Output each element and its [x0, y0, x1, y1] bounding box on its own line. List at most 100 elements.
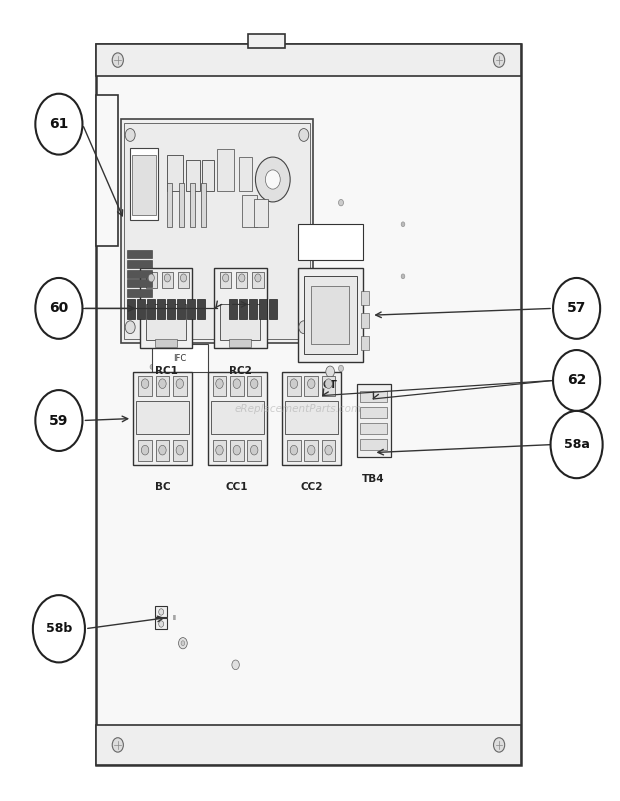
Circle shape	[141, 379, 149, 388]
Bar	[236, 272, 247, 288]
Bar	[208, 372, 267, 465]
Bar	[298, 224, 363, 260]
Circle shape	[148, 274, 154, 282]
Bar	[127, 299, 135, 319]
Circle shape	[150, 316, 154, 321]
Circle shape	[553, 350, 600, 411]
Bar	[298, 268, 363, 362]
Bar	[214, 268, 267, 348]
Bar	[167, 299, 175, 319]
Bar	[138, 440, 152, 461]
Bar	[239, 157, 252, 191]
Bar	[155, 339, 177, 347]
Bar	[127, 260, 152, 268]
Bar	[156, 440, 169, 461]
Bar	[252, 272, 264, 288]
Bar	[247, 440, 261, 461]
Bar	[127, 269, 152, 277]
Circle shape	[494, 53, 505, 67]
Text: 60: 60	[49, 301, 69, 316]
Bar	[146, 304, 186, 340]
Circle shape	[339, 365, 343, 372]
Text: TB4: TB4	[362, 474, 385, 484]
Bar	[248, 34, 285, 48]
Bar	[147, 299, 155, 319]
Circle shape	[180, 274, 187, 282]
Circle shape	[141, 445, 149, 455]
Bar	[285, 400, 338, 434]
Circle shape	[326, 366, 334, 377]
Bar	[178, 272, 189, 288]
Circle shape	[494, 738, 505, 752]
Circle shape	[308, 445, 315, 455]
Circle shape	[255, 157, 290, 202]
Bar	[247, 376, 261, 396]
Circle shape	[33, 595, 85, 662]
Bar	[322, 376, 335, 396]
Circle shape	[551, 411, 603, 478]
Circle shape	[223, 274, 229, 282]
Circle shape	[164, 274, 171, 282]
Circle shape	[401, 222, 405, 227]
Bar	[269, 299, 277, 319]
Bar	[136, 400, 189, 434]
Circle shape	[265, 170, 280, 189]
Circle shape	[233, 379, 241, 388]
Circle shape	[308, 379, 315, 388]
Bar	[322, 440, 335, 461]
Circle shape	[176, 445, 184, 455]
Bar	[242, 195, 257, 227]
Text: 62: 62	[567, 373, 587, 388]
Bar	[229, 339, 251, 347]
Bar	[361, 313, 369, 328]
Bar	[132, 155, 156, 215]
Bar	[239, 299, 247, 319]
Bar	[138, 376, 152, 396]
Bar	[360, 439, 387, 450]
Circle shape	[112, 53, 123, 67]
Bar	[167, 183, 172, 227]
Bar	[360, 423, 387, 434]
Circle shape	[290, 445, 298, 455]
Bar	[133, 372, 192, 465]
Text: II: II	[172, 614, 176, 621]
Bar	[197, 299, 205, 319]
Circle shape	[159, 609, 164, 615]
Circle shape	[150, 364, 154, 369]
Bar	[96, 95, 118, 246]
Bar	[121, 119, 313, 343]
Bar	[173, 376, 187, 396]
Circle shape	[35, 278, 82, 339]
Text: 59: 59	[49, 413, 69, 428]
Circle shape	[299, 320, 309, 333]
Bar	[220, 272, 231, 288]
Bar	[127, 250, 152, 258]
Bar	[96, 725, 521, 765]
Text: RC2: RC2	[229, 366, 252, 376]
Bar	[156, 376, 169, 396]
Text: RC1: RC1	[155, 366, 177, 376]
Bar	[361, 336, 369, 350]
Circle shape	[159, 379, 166, 388]
Bar	[220, 304, 260, 340]
Circle shape	[299, 128, 309, 141]
Bar	[356, 384, 391, 457]
Bar	[259, 299, 267, 319]
Bar	[282, 372, 341, 465]
Bar	[173, 440, 187, 461]
Circle shape	[181, 641, 185, 646]
Bar	[130, 147, 158, 219]
Circle shape	[339, 300, 343, 307]
Bar	[96, 44, 521, 765]
Bar	[201, 183, 206, 227]
Circle shape	[233, 445, 241, 455]
Circle shape	[216, 445, 223, 455]
Circle shape	[112, 738, 123, 752]
Bar	[254, 199, 268, 227]
Bar	[186, 160, 200, 191]
Bar	[202, 160, 214, 191]
Bar	[155, 606, 167, 617]
Bar	[177, 299, 185, 319]
Bar	[211, 400, 264, 434]
Text: CC2: CC2	[300, 482, 323, 492]
